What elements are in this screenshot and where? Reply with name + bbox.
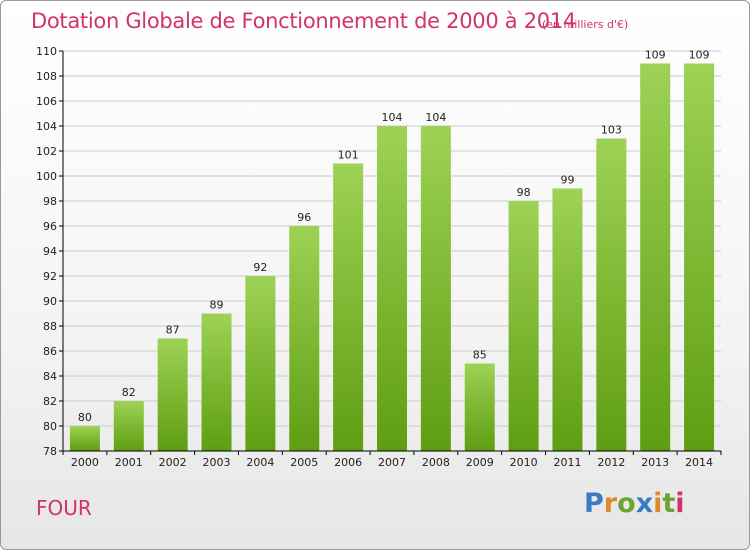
data-label: 92 bbox=[253, 261, 267, 274]
data-label: 85 bbox=[473, 349, 487, 362]
logo-letter: x bbox=[635, 488, 654, 519]
y-tick-label: 96 bbox=[43, 220, 57, 233]
bars bbox=[69, 63, 715, 451]
bar bbox=[684, 63, 715, 451]
data-label: 96 bbox=[297, 211, 311, 224]
y-tick-label: 94 bbox=[43, 245, 57, 258]
bar bbox=[333, 163, 364, 451]
x-tick-label: 2008 bbox=[422, 456, 450, 469]
x-tick-label: 2005 bbox=[290, 456, 318, 469]
bar bbox=[157, 338, 188, 451]
data-label: 89 bbox=[210, 299, 224, 312]
proxiti-logo: Proxiti bbox=[584, 488, 685, 519]
labels: 78 80 82 84 86 88 90 92 94 96 98 100 102 104 106 108 110… bbox=[36, 45, 713, 469]
logo-letter: t bbox=[662, 488, 676, 519]
chart-title: Dotation Globale de Fonctionnement de 20… bbox=[31, 9, 576, 33]
axes bbox=[59, 50, 722, 455]
x-tick-label: 2003 bbox=[203, 456, 231, 469]
data-label: 98 bbox=[517, 186, 531, 199]
bar bbox=[640, 63, 671, 451]
y-tick-label: 98 bbox=[43, 195, 57, 208]
bar bbox=[552, 188, 583, 451]
data-label: 99 bbox=[560, 174, 574, 187]
data-label: 109 bbox=[645, 49, 666, 62]
y-tick-label: 84 bbox=[43, 370, 57, 383]
bar bbox=[289, 226, 320, 451]
x-tick-label: 2002 bbox=[159, 456, 187, 469]
data-label: 104 bbox=[425, 111, 446, 124]
x-tick-label: 2014 bbox=[685, 456, 713, 469]
bar bbox=[420, 126, 451, 451]
x-tick-label: 2007 bbox=[378, 456, 406, 469]
logo-letter: r bbox=[603, 488, 618, 519]
y-tick-label: 110 bbox=[36, 45, 57, 58]
x-tick-label: 2000 bbox=[71, 456, 99, 469]
logo-letter: i bbox=[653, 488, 663, 519]
data-label: 109 bbox=[689, 49, 710, 62]
y-tick-label: 86 bbox=[43, 345, 57, 358]
data-label: 103 bbox=[601, 124, 622, 137]
data-label: 87 bbox=[166, 324, 180, 337]
y-tick-label: 80 bbox=[43, 420, 57, 433]
bar bbox=[596, 138, 627, 451]
bar bbox=[201, 313, 232, 451]
x-tick-label: 2009 bbox=[466, 456, 494, 469]
data-label: 104 bbox=[382, 111, 403, 124]
bar bbox=[377, 126, 407, 451]
bar bbox=[508, 201, 539, 451]
y-tick-label: 78 bbox=[43, 445, 57, 458]
chart-subtitle: (en milliers d'€) bbox=[542, 18, 629, 31]
y-tick-label: 102 bbox=[36, 145, 57, 158]
bar bbox=[69, 426, 100, 451]
data-label: 101 bbox=[338, 149, 359, 162]
x-tick-label: 2001 bbox=[115, 456, 143, 469]
x-tick-label: 2013 bbox=[641, 456, 669, 469]
bar bbox=[245, 276, 276, 451]
y-tick-label: 104 bbox=[36, 120, 57, 133]
data-label: 82 bbox=[122, 386, 136, 399]
logo-letter: i bbox=[675, 488, 685, 519]
x-tick-label: 2010 bbox=[510, 456, 538, 469]
y-tick-label: 90 bbox=[43, 295, 57, 308]
x-tick-label: 2011 bbox=[553, 456, 581, 469]
x-tick-label: 2004 bbox=[246, 456, 274, 469]
x-tick-label: 2012 bbox=[597, 456, 625, 469]
data-label: 80 bbox=[78, 411, 92, 424]
x-tick-label: 2006 bbox=[334, 456, 362, 469]
y-tick-label: 82 bbox=[43, 395, 57, 408]
logo-letter: o bbox=[617, 488, 636, 519]
logo-letter: P bbox=[584, 488, 604, 519]
bar bbox=[113, 401, 144, 451]
y-tick-label: 92 bbox=[43, 270, 57, 283]
town-name: FOUR bbox=[36, 496, 92, 520]
bar bbox=[464, 363, 495, 451]
y-tick-label: 100 bbox=[36, 170, 57, 183]
y-tick-label: 88 bbox=[43, 320, 57, 333]
y-tick-label: 106 bbox=[36, 95, 57, 108]
y-tick-label: 108 bbox=[36, 70, 57, 83]
